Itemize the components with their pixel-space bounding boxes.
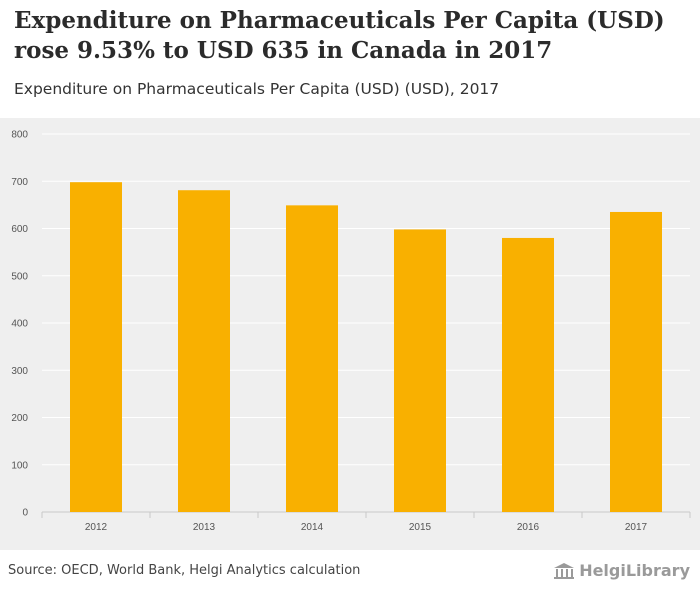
y-tick-label: 400 — [11, 319, 28, 330]
x-tick-label: 2014 — [301, 522, 324, 533]
x-tick-label: 2015 — [409, 522, 432, 533]
y-tick-label: 100 — [11, 460, 28, 471]
bar-2017[interactable] — [610, 211, 662, 512]
bar-2016[interactable] — [502, 237, 554, 512]
y-tick-label: 300 — [11, 366, 28, 377]
bar-2013[interactable] — [178, 190, 230, 512]
bar-2015[interactable] — [394, 229, 446, 512]
y-tick-label: 200 — [11, 413, 28, 424]
x-tick-label: 2017 — [625, 522, 648, 533]
chart-subtitle: Expenditure on Pharmaceuticals Per Capit… — [14, 80, 500, 98]
brand-name: HelgiLibrary — [579, 561, 690, 580]
x-tick-label: 2012 — [85, 522, 108, 533]
y-tick-label: 700 — [11, 177, 28, 188]
bar-2014[interactable] — [286, 205, 338, 512]
chart-title: Expenditure on Pharmaceuticals Per Capit… — [14, 7, 665, 64]
y-tick-label: 500 — [11, 271, 28, 282]
bar-chart: 0 100 200 300 400 500 600 700 800 2012 2013 2014 20… — [11, 130, 691, 533]
library-building-icon — [554, 562, 575, 579]
y-tick-label: 800 — [11, 130, 28, 141]
y-tick-label: 600 — [11, 224, 28, 235]
source-note: Source: OECD, World Bank, Helgi Analytic… — [8, 563, 361, 578]
y-tick-label: 0 — [22, 508, 28, 519]
bar-2012[interactable] — [70, 182, 122, 512]
helgi-library-logo[interactable]: HelgiLibrary — [553, 561, 690, 580]
x-tick-label: 2016 — [517, 522, 540, 533]
x-tick-label: 2013 — [193, 522, 216, 533]
